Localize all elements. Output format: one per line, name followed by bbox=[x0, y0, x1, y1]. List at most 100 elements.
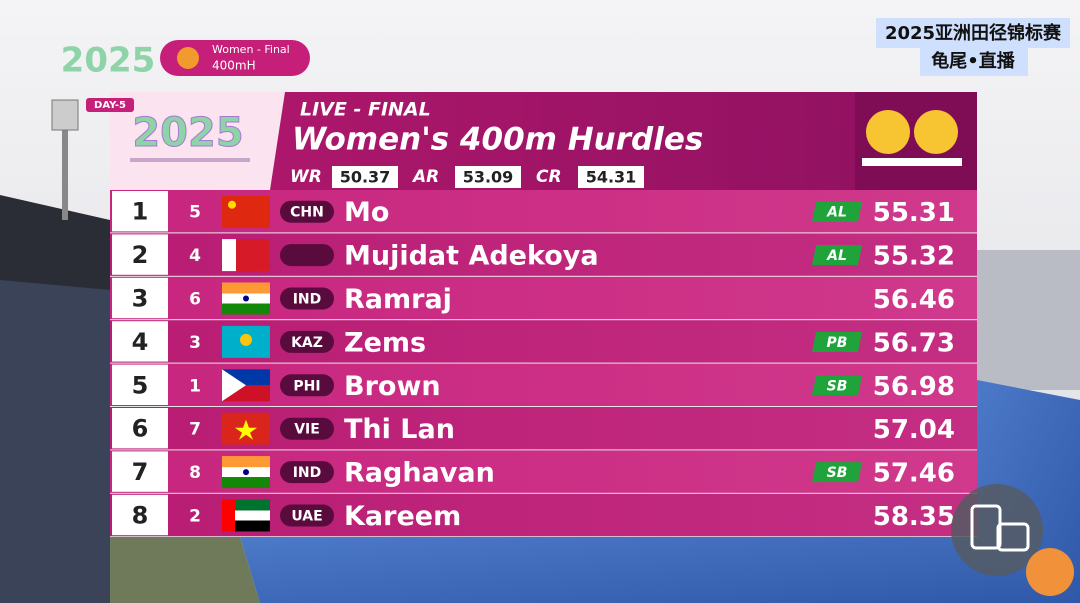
athlete-name: Thi Lan bbox=[344, 414, 455, 445]
rank: 8 bbox=[132, 502, 149, 530]
day-tag bbox=[86, 98, 134, 112]
country-pill bbox=[280, 330, 334, 353]
time: 55.31 bbox=[873, 198, 955, 228]
top-logo: 2025 Women - Final 400mH bbox=[61, 40, 310, 81]
flag bbox=[222, 282, 270, 315]
board-logo: 2025 bbox=[132, 110, 243, 156]
flag-part bbox=[243, 295, 249, 302]
lane: 1 bbox=[189, 376, 201, 396]
crowd-left bbox=[0, 280, 110, 603]
record-time: 50.37 bbox=[340, 168, 391, 187]
day-label: DAY-5 bbox=[94, 100, 126, 111]
athlete-name: Zems bbox=[344, 327, 426, 358]
floodlight bbox=[51, 99, 79, 131]
rank: 2 bbox=[132, 241, 149, 269]
flag-part bbox=[240, 333, 252, 346]
country-code: IND bbox=[293, 292, 322, 308]
record-time: 54.31 bbox=[586, 168, 637, 187]
header-logo-panel bbox=[110, 92, 285, 190]
lane: 8 bbox=[189, 463, 201, 483]
runner-icon bbox=[177, 47, 199, 69]
flag-part bbox=[228, 200, 236, 209]
badge bbox=[811, 245, 863, 266]
flag bbox=[222, 239, 270, 272]
track-bottom bbox=[240, 537, 1080, 603]
rank-cell bbox=[112, 191, 168, 232]
flag-part bbox=[222, 239, 236, 272]
lane: 7 bbox=[189, 420, 201, 440]
rank: 6 bbox=[132, 415, 149, 443]
country-pill bbox=[280, 417, 334, 440]
flag-part bbox=[222, 510, 270, 521]
flag-part bbox=[222, 303, 270, 315]
athlete-name: Kareem bbox=[344, 501, 461, 532]
rank: 3 bbox=[132, 285, 149, 313]
flag-part bbox=[222, 499, 270, 511]
country-pill bbox=[280, 244, 334, 267]
phone-icon bbox=[996, 522, 1030, 552]
badge bbox=[811, 331, 863, 352]
record-box bbox=[578, 166, 644, 188]
flag bbox=[222, 195, 270, 228]
time: 57.46 bbox=[873, 459, 955, 489]
badge-label: SB bbox=[827, 378, 848, 394]
time: 57.04 bbox=[873, 415, 955, 445]
light-pole bbox=[62, 110, 68, 220]
watermark-bg bbox=[920, 48, 1028, 76]
badge-label: AL bbox=[826, 205, 847, 221]
time: 55.32 bbox=[873, 242, 955, 272]
field bbox=[110, 537, 260, 603]
lane: 5 bbox=[189, 203, 201, 223]
record-box bbox=[455, 166, 521, 188]
record-box bbox=[332, 166, 398, 188]
athlete-name: Mujidat Adekoya bbox=[344, 241, 599, 272]
record-label: CR bbox=[536, 167, 562, 187]
time: 58.35 bbox=[873, 502, 955, 532]
flag-part bbox=[222, 499, 235, 532]
flag-part bbox=[222, 456, 270, 468]
watermark-bg bbox=[876, 18, 1070, 48]
flag-part bbox=[222, 282, 270, 294]
country-code: CHN bbox=[290, 205, 324, 221]
rank-cell bbox=[112, 494, 168, 536]
watermark-line: 龟尾•直播 bbox=[931, 50, 1016, 72]
flag bbox=[222, 325, 270, 358]
discipline-label: 400mH bbox=[212, 59, 256, 73]
lane: 4 bbox=[189, 246, 201, 266]
broadcaster-logo bbox=[1026, 548, 1074, 596]
flag-part bbox=[222, 520, 270, 532]
rank-cell bbox=[112, 408, 168, 449]
record-label: AR bbox=[411, 167, 439, 187]
flag-part bbox=[235, 419, 257, 440]
lane: 6 bbox=[189, 290, 201, 310]
rank: 7 bbox=[132, 458, 149, 486]
mascot bbox=[866, 110, 910, 154]
rank-cell bbox=[112, 364, 168, 405]
flag-part bbox=[222, 477, 270, 489]
event-pill bbox=[160, 40, 310, 76]
badge bbox=[811, 375, 863, 396]
logo-subtext bbox=[130, 158, 250, 162]
phone-icon bbox=[970, 504, 1002, 550]
rank-cell bbox=[112, 321, 168, 362]
flag bbox=[222, 456, 270, 489]
country-pill bbox=[280, 287, 334, 310]
country-pill bbox=[280, 200, 334, 223]
badge bbox=[811, 201, 863, 222]
lane: 3 bbox=[189, 333, 201, 353]
country-code: KAZ bbox=[291, 335, 323, 351]
status: LIVE - FINAL bbox=[300, 99, 431, 121]
athlete-name: Brown bbox=[344, 371, 441, 402]
athlete-name: Ramraj bbox=[344, 284, 452, 315]
badge bbox=[811, 462, 863, 483]
flag-part bbox=[243, 469, 249, 476]
rank: 1 bbox=[132, 198, 149, 226]
event-label: Women - Final bbox=[212, 43, 290, 56]
badge-label: AL bbox=[826, 248, 847, 264]
athlete-name: Mo bbox=[344, 197, 389, 228]
country-code: VIE bbox=[294, 422, 320, 438]
country-pill bbox=[280, 504, 334, 527]
badge-label: PB bbox=[827, 335, 848, 351]
record-time: 53.09 bbox=[463, 168, 514, 187]
